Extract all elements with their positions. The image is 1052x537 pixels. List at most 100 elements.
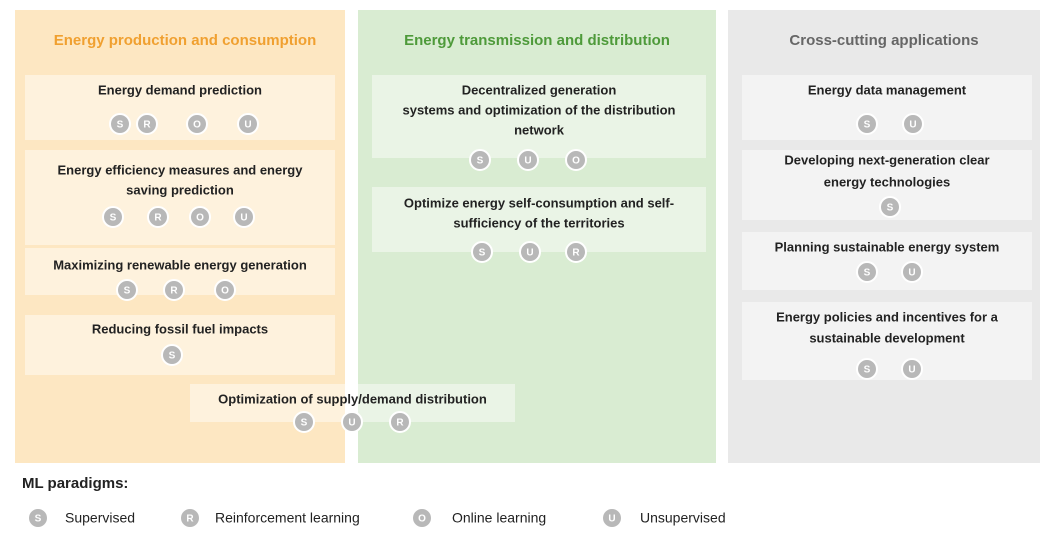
legend-label: Reinforcement learning (215, 510, 360, 526)
badge-letter: O (572, 156, 580, 167)
badge-letter: R (186, 514, 194, 525)
badge-letter: S (169, 351, 176, 362)
badge-letter: O (193, 120, 201, 131)
badge (116, 279, 138, 301)
item-text: Optimization of supply/demand distributi… (218, 391, 487, 406)
badge-letter: S (864, 268, 871, 279)
item-box (742, 232, 1032, 290)
badge-letter: S (477, 156, 484, 167)
badge (902, 113, 924, 135)
badge-letter: U (909, 120, 916, 131)
column-bg (358, 10, 716, 463)
item-box (742, 302, 1032, 380)
badge (341, 411, 363, 433)
item-text: network (514, 122, 565, 137)
badge-letter: R (396, 418, 404, 429)
badge-letter: S (864, 120, 871, 131)
badge-letter: U (526, 248, 533, 259)
badge (901, 358, 923, 380)
badge-letter: U (908, 365, 915, 376)
badge (601, 507, 623, 529)
column-bg (728, 10, 1040, 463)
item-text: systems and optimization of the distribu… (402, 102, 675, 117)
badge-letter: R (154, 213, 162, 224)
badge (179, 507, 201, 529)
badge-letter: S (864, 365, 871, 376)
column-title: Energy production and consumption (54, 32, 317, 49)
item-text: saving prediction (126, 182, 234, 197)
column-title: Cross-cutting applications (789, 32, 978, 49)
badge-letter: U (908, 268, 915, 279)
legend-label: Unsupervised (640, 510, 726, 526)
badge (186, 113, 208, 135)
badge (471, 241, 493, 263)
badge (189, 206, 211, 228)
item-text: Maximizing renewable energy generation (53, 257, 307, 272)
badge (214, 279, 236, 301)
badge (293, 411, 315, 433)
badge-letter: S (110, 213, 117, 224)
badge-letter: S (117, 120, 124, 131)
badge-letter: S (124, 286, 131, 297)
item-text: Energy demand prediction (98, 82, 262, 97)
item-text: Reducing fossil fuel impacts (92, 321, 268, 336)
badge (856, 261, 878, 283)
legend-label: Supervised (65, 510, 135, 526)
badge (233, 206, 255, 228)
badge (469, 149, 491, 171)
item-box (372, 75, 706, 158)
item-text: Planning sustainable energy system (775, 239, 1000, 254)
legend-label: Online learning (452, 510, 546, 526)
item-text: Developing next-generation clear (784, 152, 989, 167)
item-box (372, 187, 706, 252)
badge-letter: U (240, 213, 247, 224)
badge (879, 196, 901, 218)
badge (136, 113, 158, 135)
badge-letter: O (221, 286, 229, 297)
badge (565, 241, 587, 263)
badge-letter: R (572, 248, 580, 259)
badge-letter: R (170, 286, 178, 297)
badge-letter: S (301, 418, 308, 429)
badge (161, 344, 183, 366)
item-box (742, 75, 1032, 140)
badge-letter: O (418, 514, 426, 525)
badge (102, 206, 124, 228)
badge (901, 261, 923, 283)
item-text: Energy policies and incentives for a (776, 309, 999, 324)
item-box (25, 315, 335, 375)
badge-letter: U (608, 514, 615, 525)
badge (237, 113, 259, 135)
item-text: Energy efficiency measures and energy (58, 162, 304, 177)
badge (565, 149, 587, 171)
badge (517, 149, 539, 171)
badge (27, 507, 49, 529)
badge (109, 113, 131, 135)
badge (856, 113, 878, 135)
badge-letter: S (479, 248, 486, 259)
badge (519, 241, 541, 263)
badge-letter: U (524, 156, 531, 167)
badge (411, 507, 433, 529)
item-text: Energy data management (808, 82, 967, 97)
item-text: Decentralized generation (462, 82, 617, 97)
badge-letter: U (348, 418, 355, 429)
badge (856, 358, 878, 380)
badge (163, 279, 185, 301)
item-text: sustainable development (809, 330, 965, 345)
badge-letter: S (887, 203, 894, 214)
badge-letter: U (244, 120, 251, 131)
legend-title: ML paradigms: (22, 475, 128, 492)
column-bg (15, 10, 345, 463)
badge-letter: S (35, 514, 42, 525)
badge (147, 206, 169, 228)
item-box (25, 75, 335, 140)
item-text: Optimize energy self-consumption and sel… (404, 195, 674, 210)
badge-letter: O (196, 213, 204, 224)
badge-letter: R (143, 120, 151, 131)
column-title: Energy transmission and distribution (404, 32, 670, 49)
item-text: energy technologies (824, 174, 950, 189)
badge (389, 411, 411, 433)
item-box (25, 150, 335, 245)
